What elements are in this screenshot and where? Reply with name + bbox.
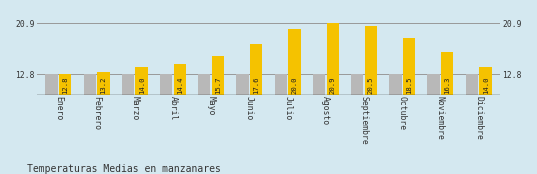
- Bar: [84, 74, 96, 95]
- Text: Temperaturas Medias en manzanares: Temperaturas Medias en manzanares: [27, 164, 221, 174]
- Bar: [45, 74, 57, 95]
- Bar: [198, 74, 211, 95]
- Bar: [212, 56, 224, 95]
- Bar: [313, 74, 325, 95]
- Bar: [250, 44, 263, 95]
- Bar: [365, 26, 377, 95]
- Text: 14.0: 14.0: [139, 77, 144, 94]
- Bar: [441, 52, 453, 95]
- Bar: [403, 38, 415, 95]
- Bar: [326, 23, 339, 95]
- Text: 14.4: 14.4: [177, 77, 183, 94]
- Text: 14.0: 14.0: [483, 77, 489, 94]
- Text: 18.5: 18.5: [406, 77, 412, 94]
- Bar: [122, 74, 134, 95]
- Text: 15.7: 15.7: [215, 77, 221, 94]
- Bar: [59, 74, 71, 95]
- Text: 20.5: 20.5: [368, 77, 374, 94]
- Text: 16.3: 16.3: [444, 77, 451, 94]
- Bar: [466, 74, 478, 95]
- Bar: [236, 74, 249, 95]
- Text: 17.6: 17.6: [253, 77, 259, 94]
- Bar: [427, 74, 440, 95]
- Text: 20.0: 20.0: [292, 77, 297, 94]
- Bar: [173, 64, 186, 95]
- Bar: [288, 29, 301, 95]
- Bar: [160, 74, 172, 95]
- Text: 12.8: 12.8: [62, 77, 68, 94]
- Bar: [135, 67, 148, 95]
- Bar: [480, 67, 492, 95]
- Text: 20.9: 20.9: [330, 77, 336, 94]
- Bar: [351, 74, 364, 95]
- Bar: [389, 74, 402, 95]
- Text: 13.2: 13.2: [100, 77, 106, 94]
- Bar: [274, 74, 287, 95]
- Bar: [97, 72, 110, 95]
